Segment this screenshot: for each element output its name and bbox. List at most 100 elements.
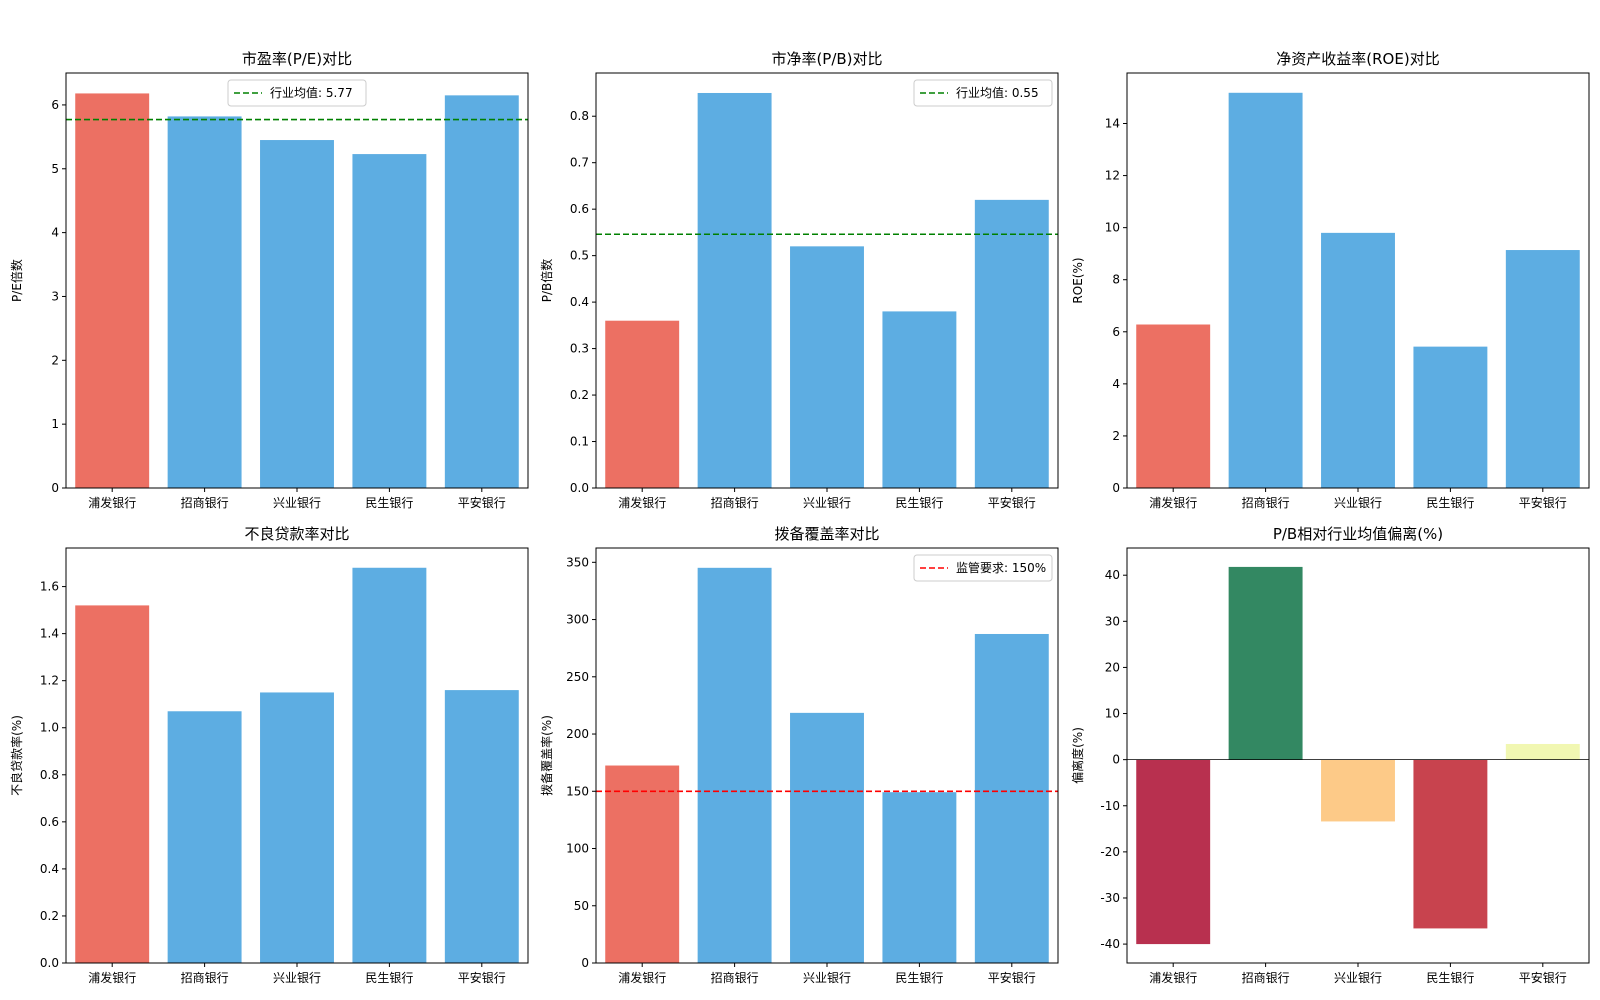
bar-兴业银行 xyxy=(260,140,334,489)
y-tick-label: 6 xyxy=(1112,325,1120,339)
bar-平安银行 xyxy=(1505,250,1580,488)
legend-label: 行业均值: 0.55 xyxy=(956,85,1039,100)
bar-兴业银行 xyxy=(1321,232,1395,488)
y-axis-label: P/B倍数 xyxy=(539,259,554,303)
y-tick-label: 0.7 xyxy=(570,156,589,170)
y-tick-label: 0.8 xyxy=(40,768,59,782)
x-tick-label-平安银行: 平安银行 xyxy=(1519,495,1567,510)
y-axis-label: 不良贷款率(%) xyxy=(9,715,24,796)
y-tick-label: 0.2 xyxy=(570,388,589,402)
chart-panel-3: 净资产收益率(ROE)对比 0 2 4 6 8 10 12 14 浦发银行 招商银行 兴业银行 民生银行… xyxy=(1071,50,1590,510)
x-tick-label-招商银行: 招商银行 xyxy=(181,495,229,510)
bar-招商银行 xyxy=(167,711,242,963)
chart-title: 市盈率(P/E)对比 xyxy=(242,50,352,68)
x-tick-label-民生银行: 民生银行 xyxy=(365,496,413,510)
y-tick-label: 50 xyxy=(574,899,589,913)
chart-title: P/B相对行业均值偏离(%) xyxy=(1273,525,1443,543)
y-tick-label: 350 xyxy=(566,555,589,569)
chart-title: 净资产收益率(ROE)对比 xyxy=(1276,50,1439,68)
y-tick-label: 40 xyxy=(1105,568,1120,582)
y-tick-label: 20 xyxy=(1105,660,1120,674)
bar-招商银行 xyxy=(167,116,242,489)
y-tick-label: 12 xyxy=(1105,169,1120,183)
bar-民生银行 xyxy=(352,154,427,488)
bar-平安银行 xyxy=(974,633,1049,963)
y-tick-label: 14 xyxy=(1105,117,1120,131)
y-tick-label: 5 xyxy=(51,162,59,176)
x-tick-label-浦发银行: 浦发银行 xyxy=(88,970,136,985)
y-tick-label: 10 xyxy=(1105,221,1120,235)
bar-民生银行 xyxy=(1413,759,1488,929)
y-tick-label: 300 xyxy=(566,613,589,627)
y-tick-label: 0 xyxy=(1112,753,1120,767)
y-tick-label: 0.4 xyxy=(40,862,59,876)
x-tick-label-兴业银行: 兴业银行 xyxy=(1334,971,1382,985)
x-tick-label-兴业银行: 兴业银行 xyxy=(273,971,321,985)
y-tick-label: 1.4 xyxy=(40,627,59,641)
y-tick-label: 1.2 xyxy=(40,674,59,688)
bar-民生银行 xyxy=(882,792,957,963)
y-tick-label: 200 xyxy=(566,727,589,741)
x-tick-label-平安银行: 平安银行 xyxy=(988,495,1036,510)
chart-title: 不良贷款率对比 xyxy=(244,525,349,543)
y-tick-label: 4 xyxy=(51,226,59,240)
y-tick-label: 0.1 xyxy=(570,435,589,449)
y-tick-label: 6 xyxy=(51,98,59,112)
bar-兴业银行 xyxy=(260,692,334,963)
bar-浦发银行 xyxy=(1136,759,1211,945)
x-tick-label-兴业银行: 兴业银行 xyxy=(1334,496,1382,510)
chart-title: 市净率(P/B)对比 xyxy=(771,50,882,68)
bar-浦发银行 xyxy=(75,93,150,489)
x-tick-label-浦发银行: 浦发银行 xyxy=(618,495,666,510)
y-tick-label: 30 xyxy=(1105,614,1120,628)
x-tick-label-兴业银行: 兴业银行 xyxy=(803,496,851,510)
y-tick-label: 8 xyxy=(1112,273,1120,287)
x-tick-label-招商银行: 招商银行 xyxy=(711,970,759,985)
y-tick-label: 4 xyxy=(1112,377,1120,391)
y-tick-label: 0 xyxy=(581,956,589,970)
x-tick-label-民生银行: 民生银行 xyxy=(895,496,943,510)
y-tick-label: 0.4 xyxy=(570,295,589,309)
chart-title: 拨备覆盖率对比 xyxy=(774,525,879,543)
legend-box xyxy=(913,79,1053,107)
bar-平安银行 xyxy=(444,690,519,963)
chart-panel-6: P/B相对行业均值偏离(%) -40 -30 -20 -10 0 10 20 30 40 浦发银行 招… xyxy=(1070,525,1590,985)
x-tick-label-招商银行: 招商银行 xyxy=(711,495,759,510)
bar-招商银行 xyxy=(697,567,772,963)
y-tick-label: 150 xyxy=(566,784,589,798)
x-tick-label-浦发银行: 浦发银行 xyxy=(88,495,136,510)
x-tick-label-民生银行: 民生银行 xyxy=(1426,971,1474,985)
y-tick-label: -20 xyxy=(1100,845,1120,859)
bar-兴业银行 xyxy=(790,712,864,963)
x-tick-label-浦发银行: 浦发银行 xyxy=(1149,495,1197,510)
y-axis-label: ROE(%) xyxy=(1071,257,1085,303)
x-tick-label-民生银行: 民生银行 xyxy=(895,971,943,985)
y-tick-label: 0.5 xyxy=(570,249,589,263)
x-tick-label-民生银行: 民生银行 xyxy=(365,971,413,985)
x-tick-label-平安银行: 平安银行 xyxy=(458,495,506,510)
x-tick-label-平安银行: 平安银行 xyxy=(458,970,506,985)
bar-兴业银行 xyxy=(790,246,864,488)
y-axis-label: 偏离度(%) xyxy=(1070,727,1085,784)
x-tick-label-浦发银行: 浦发银行 xyxy=(1149,970,1197,985)
bar-招商银行 xyxy=(697,92,772,488)
x-tick-label-民生银行: 民生银行 xyxy=(1426,496,1474,510)
bar-民生银行 xyxy=(882,311,957,488)
bar-浦发银行 xyxy=(1136,324,1211,488)
x-tick-label-兴业银行: 兴业银行 xyxy=(273,496,321,510)
y-tick-label: 0.3 xyxy=(570,342,589,356)
y-tick-label: 0.8 xyxy=(570,109,589,123)
x-tick-label-招商银行: 招商银行 xyxy=(1242,970,1290,985)
x-tick-label-平安银行: 平安银行 xyxy=(988,970,1036,985)
y-tick-label: 0 xyxy=(51,481,59,495)
chart-panel-4: 不良贷款率对比 0.0 0.2 0.4 0.6 0.8 1.0 1.2 1.4 1.6 浦发银行 招商… xyxy=(9,525,529,985)
legend-label: 行业均值: 5.77 xyxy=(270,85,353,100)
x-tick-label-平安银行: 平安银行 xyxy=(1519,970,1567,985)
bar-平安银行 xyxy=(1505,743,1580,760)
bar-平安银行 xyxy=(974,199,1049,488)
y-tick-label: 100 xyxy=(566,842,589,856)
x-tick-label-招商银行: 招商银行 xyxy=(1242,495,1290,510)
bar-民生银行 xyxy=(1413,346,1488,488)
bar-民生银行 xyxy=(352,567,427,963)
